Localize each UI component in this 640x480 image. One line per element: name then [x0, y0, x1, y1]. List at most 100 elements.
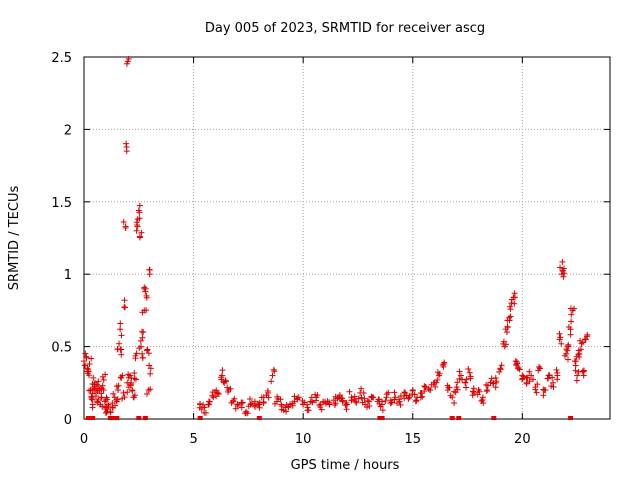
data-point: [136, 234, 143, 241]
data-point: [110, 390, 117, 397]
data-point: [139, 309, 146, 316]
data-point: [305, 407, 312, 414]
data-point: [343, 406, 350, 413]
y-tick-label: 0.5: [51, 341, 72, 356]
data-point: [434, 369, 441, 376]
data-point: [565, 323, 572, 330]
data-point: [379, 407, 386, 414]
data-point: [511, 300, 518, 307]
data-point: [280, 407, 287, 414]
data-point: [519, 376, 526, 383]
data-point: [102, 371, 109, 378]
data-point: [127, 382, 134, 389]
data-point: [87, 387, 94, 394]
data-point: [97, 401, 104, 408]
data-point: [352, 398, 359, 405]
data-point: [139, 354, 146, 361]
data-point: [117, 346, 124, 353]
data-point: [451, 400, 458, 407]
data-point: [502, 326, 509, 333]
data-point: [88, 395, 95, 402]
zero-point: [491, 416, 497, 420]
data-point: [239, 399, 246, 406]
data-point: [533, 389, 540, 396]
data-point: [456, 375, 463, 382]
data-point: [219, 367, 226, 374]
y-tick-label: 1: [64, 268, 72, 283]
data-point: [227, 385, 234, 392]
data-point: [526, 378, 533, 385]
zero-point: [85, 416, 91, 420]
zero-point: [111, 416, 117, 420]
data-point: [430, 379, 437, 386]
data-point: [201, 404, 208, 411]
data-point: [147, 370, 154, 377]
data-point: [353, 399, 360, 406]
data-point: [565, 356, 572, 363]
data-point: [358, 394, 365, 401]
data-point: [277, 396, 284, 403]
data-point: [131, 375, 138, 382]
data-point: [107, 409, 114, 416]
data-point: [425, 385, 432, 392]
x-tick-label: 0: [80, 432, 88, 447]
data-point: [92, 392, 99, 399]
data-point: [228, 399, 235, 406]
data-point: [553, 366, 560, 373]
data-point: [474, 391, 481, 398]
data-point: [506, 317, 513, 324]
data-point: [366, 403, 373, 410]
data-point: [134, 223, 141, 230]
data-point: [419, 393, 426, 400]
data-point: [120, 218, 127, 225]
x-tick-label: 15: [404, 432, 421, 447]
data-point: [132, 376, 139, 383]
data-point: [573, 377, 580, 384]
data-point: [137, 337, 144, 344]
data-point: [213, 393, 220, 400]
data-point: [104, 396, 111, 403]
data-point: [368, 393, 375, 400]
data-point: [224, 384, 231, 391]
data-point: [503, 329, 510, 336]
data-point: [560, 273, 567, 280]
data-point: [210, 394, 217, 401]
y-tick-label: 0: [64, 413, 72, 428]
axes: 0 5 10 15 20 0 0.5 1 1.5 2 2.5: [51, 51, 611, 447]
data-point: [513, 362, 520, 369]
data-point: [318, 406, 325, 413]
y-tick-label: 2: [64, 123, 72, 138]
data-point: [500, 338, 507, 345]
data-point: [114, 396, 121, 403]
data-point: [123, 140, 130, 147]
data-point: [289, 402, 296, 409]
data-point: [361, 395, 368, 402]
data-point: [355, 395, 362, 402]
data-point: [528, 372, 535, 379]
data-point: [536, 363, 543, 370]
data-point: [238, 400, 245, 407]
data-point: [342, 402, 349, 409]
data-point: [395, 396, 402, 403]
data-point: [382, 398, 389, 405]
data-point: [138, 229, 145, 236]
data-point: [136, 215, 143, 222]
data-point: [545, 372, 552, 379]
data-point: [454, 379, 461, 386]
data-point: [264, 387, 271, 394]
data-point: [124, 389, 131, 396]
data-point: [549, 374, 556, 381]
data-point: [263, 392, 270, 399]
data-point: [577, 337, 584, 344]
data-point: [303, 401, 310, 408]
data-point: [559, 258, 566, 265]
data-point: [114, 387, 121, 394]
data-point: [567, 305, 574, 312]
data-point: [532, 386, 539, 393]
data-point: [377, 403, 384, 410]
data-point: [548, 383, 555, 390]
data-point: [393, 400, 400, 407]
data-point: [146, 362, 153, 369]
data-point: [463, 376, 470, 383]
data-point: [581, 336, 588, 343]
